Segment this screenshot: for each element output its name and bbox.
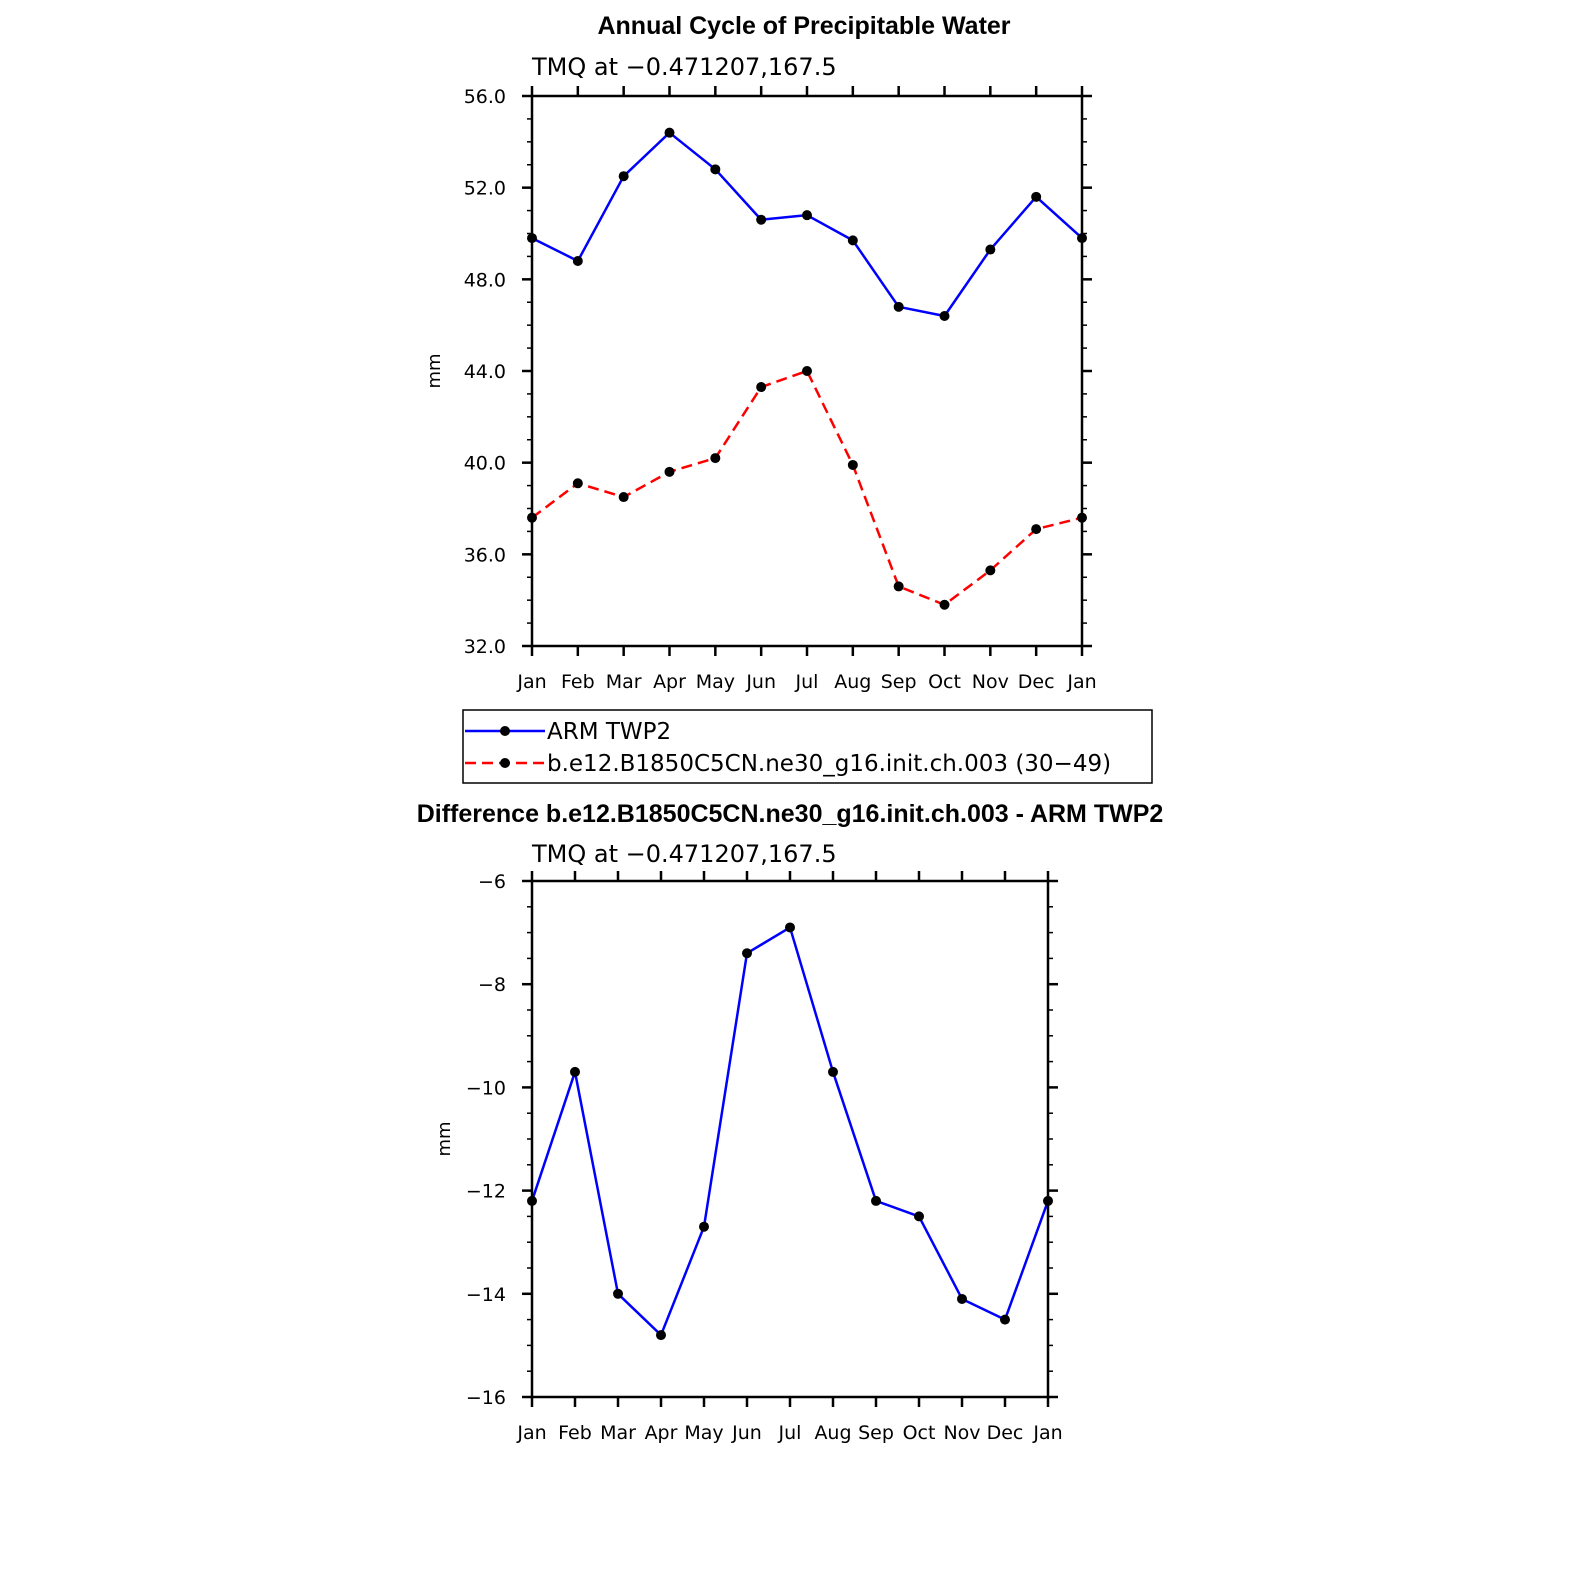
data-point xyxy=(570,1066,580,1077)
difference-chart: Difference b.e12.B1850C5CN.ne30_g16.init… xyxy=(417,800,1164,1444)
chart-title: Difference b.e12.B1850C5CN.ne30_g16.init… xyxy=(417,800,1164,828)
y-tick-label: −14 xyxy=(466,1284,506,1306)
x-tick-label: Aug xyxy=(834,671,871,693)
legend-marker-arm-twp2 xyxy=(500,726,510,736)
chart-subtitle: TMQ at −0.471207,167.5 xyxy=(531,840,837,868)
x-tick-label: Jul xyxy=(795,671,819,693)
y-tick-label: 32.0 xyxy=(464,636,506,658)
data-point xyxy=(756,214,767,225)
data-point xyxy=(802,210,812,221)
legend-marker-model xyxy=(500,758,510,768)
data-point xyxy=(893,581,904,592)
legend-entry-arm-twp2: ARM TWP2 xyxy=(465,719,671,745)
plot-frame xyxy=(530,879,1050,1399)
data-point xyxy=(802,366,812,376)
y-tick-label: −16 xyxy=(466,1387,506,1409)
data-point xyxy=(664,127,675,138)
x-tick-label: Dec xyxy=(1018,671,1055,693)
y-tick-label: 40.0 xyxy=(464,453,506,475)
x-tick-label: Jun xyxy=(745,671,776,693)
y-axis-label: mm xyxy=(424,353,445,388)
data-point xyxy=(847,459,858,470)
data-point xyxy=(710,164,721,175)
data-point xyxy=(847,235,858,246)
data-point xyxy=(939,599,950,610)
y-tick-label: 36.0 xyxy=(464,544,506,566)
data-point xyxy=(1031,191,1042,202)
data-point xyxy=(871,1195,881,1206)
legend-label-arm-twp2: ARM TWP2 xyxy=(547,719,671,745)
chart-title: Annual Cycle of Precipitable Water xyxy=(597,12,1010,40)
data-point xyxy=(618,171,629,182)
data-point xyxy=(828,1066,838,1077)
y-tick-label: 48.0 xyxy=(464,269,506,291)
data-point xyxy=(939,311,950,321)
x-tick-label: Mar xyxy=(600,1422,636,1444)
data-point xyxy=(699,1221,709,1232)
legend-box xyxy=(462,709,1153,784)
data-point xyxy=(572,478,583,489)
x-tick-label: Jan xyxy=(1032,1422,1062,1444)
y-tick-label: −6 xyxy=(478,871,506,893)
data-point xyxy=(710,453,721,464)
y-tick-label: −10 xyxy=(466,1077,506,1099)
data-point xyxy=(785,922,795,933)
x-tick-label: Oct xyxy=(928,671,961,693)
data-point xyxy=(1031,524,1042,535)
x-tick-label: Sep xyxy=(858,1422,894,1444)
data-point xyxy=(985,244,996,255)
x-tick-label: Jul xyxy=(778,1422,802,1444)
x-tick-label: Jun xyxy=(731,1422,762,1444)
data-point xyxy=(957,1293,967,1304)
chart-subtitle: TMQ at −0.471207,167.5 xyxy=(531,53,837,81)
y-tick-label: 44.0 xyxy=(464,361,506,383)
x-tick-label: May xyxy=(696,671,735,693)
x-tick-label: Dec xyxy=(987,1422,1024,1444)
data-point xyxy=(893,301,904,312)
data-point xyxy=(572,256,583,266)
x-tick-label: Jan xyxy=(1066,671,1096,693)
data-point xyxy=(664,466,675,477)
precipitable-water-chart: Annual Cycle of Precipitable Water TMQ a… xyxy=(424,12,1097,693)
data-point xyxy=(756,382,767,393)
data-point xyxy=(914,1211,924,1222)
x-tick-label: May xyxy=(684,1422,723,1444)
y-axis-label: mm xyxy=(434,1121,455,1156)
data-point xyxy=(613,1288,623,1299)
x-tick-label: Jan xyxy=(516,671,546,693)
y-tick-label: 56.0 xyxy=(464,86,506,108)
x-tick-label: Jan xyxy=(516,1422,546,1444)
data-point xyxy=(656,1330,666,1341)
data-point xyxy=(618,492,629,503)
series-line-1 xyxy=(531,369,1083,606)
x-tick-label: Nov xyxy=(972,671,1009,693)
plot-frame xyxy=(530,94,1084,648)
y-tick-label: −8 xyxy=(478,974,506,996)
x-tick-label: Sep xyxy=(881,671,917,693)
data-point xyxy=(742,948,752,959)
x-tick-label: Feb xyxy=(561,671,595,693)
data-point xyxy=(1000,1314,1010,1325)
x-tick-label: Aug xyxy=(814,1422,851,1444)
series-line-0 xyxy=(530,926,1050,1337)
x-tick-label: Apr xyxy=(645,1422,678,1444)
legend-entry-model: b.e12.B1850C5CN.ne30_g16.init.ch.003 (30… xyxy=(465,751,1111,777)
data-point xyxy=(985,565,996,576)
x-tick-label: Apr xyxy=(653,671,686,693)
x-tick-label: Nov xyxy=(943,1422,980,1444)
series-line-0 xyxy=(531,131,1083,318)
y-tick-label: 52.0 xyxy=(464,178,506,200)
x-tick-label: Mar xyxy=(606,671,642,693)
x-tick-label: Oct xyxy=(903,1422,936,1444)
y-tick-label: −12 xyxy=(466,1181,506,1203)
legend-label-model: b.e12.B1850C5CN.ne30_g16.init.ch.003 (30… xyxy=(547,751,1111,777)
x-tick-label: Feb xyxy=(558,1422,592,1444)
legend: ARM TWP2 b.e12.B1850C5CN.ne30_g16.init.c… xyxy=(462,709,1153,784)
